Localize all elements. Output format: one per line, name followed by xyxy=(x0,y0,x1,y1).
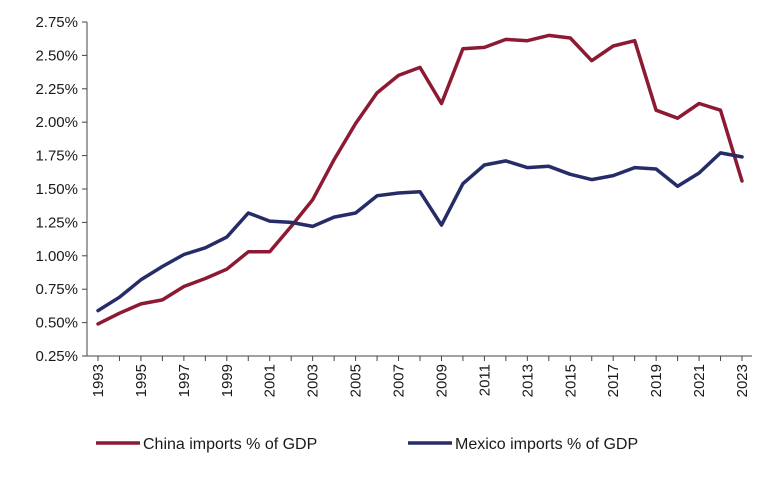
y-tick-label: 1.50% xyxy=(35,181,78,198)
x-tick-label: 2017 xyxy=(605,364,622,397)
y-tick-label: 1.00% xyxy=(35,248,78,265)
x-tick-label: 1997 xyxy=(176,364,193,397)
series-line-mexico xyxy=(96,151,744,313)
legend-label: China imports % of GDP xyxy=(143,436,317,453)
x-tick-label: 2013 xyxy=(519,364,536,397)
y-tick-label: 1.75% xyxy=(35,148,78,165)
y-tick-label: 2.00% xyxy=(35,114,78,131)
legend-label: Mexico imports % of GDP xyxy=(455,436,638,453)
y-tick-label: 1.25% xyxy=(35,214,78,231)
y-tick-label: 2.50% xyxy=(35,47,78,64)
x-tick-label: 2007 xyxy=(391,364,408,397)
x-tick-label: 1999 xyxy=(219,364,236,397)
x-tick-label: 2023 xyxy=(734,364,751,397)
legend: China imports % of GDP Mexico imports % o… xyxy=(96,436,638,453)
y-tick-label: 2.75% xyxy=(35,14,78,31)
x-tick-label: 2003 xyxy=(305,364,322,397)
x-tick-label: 2005 xyxy=(348,364,365,397)
series-line-china xyxy=(96,33,744,326)
y-tick-label: 0.25% xyxy=(35,348,78,365)
y-tick-label: 2.25% xyxy=(35,81,78,98)
x-axis: 1993 1995 1997 1999 2001 2003 2005 2007 2009 2011… xyxy=(87,355,752,397)
legend-item: China imports % of GDP xyxy=(96,436,317,453)
y-axis: 0.25% 0.50% 0.75% 1.00% 1.25% 1.50% 1.75% 2.00%… xyxy=(35,14,88,365)
legend-item: Mexico imports % of GDP xyxy=(408,436,638,453)
x-tick-label: 1993 xyxy=(90,364,107,397)
y-tick-label: 0.75% xyxy=(35,281,78,298)
x-tick-label: 1995 xyxy=(133,364,150,397)
x-tick-label: 2009 xyxy=(433,364,450,397)
x-tick-label: 2021 xyxy=(691,364,708,397)
y-tick-label: 0.50% xyxy=(35,315,78,332)
x-tick-label: 2001 xyxy=(262,364,279,397)
x-tick-label: 2019 xyxy=(648,364,665,397)
series-layer xyxy=(96,33,744,326)
x-tick-label: 2015 xyxy=(562,364,579,397)
x-tick-label: 2011 xyxy=(476,364,493,396)
